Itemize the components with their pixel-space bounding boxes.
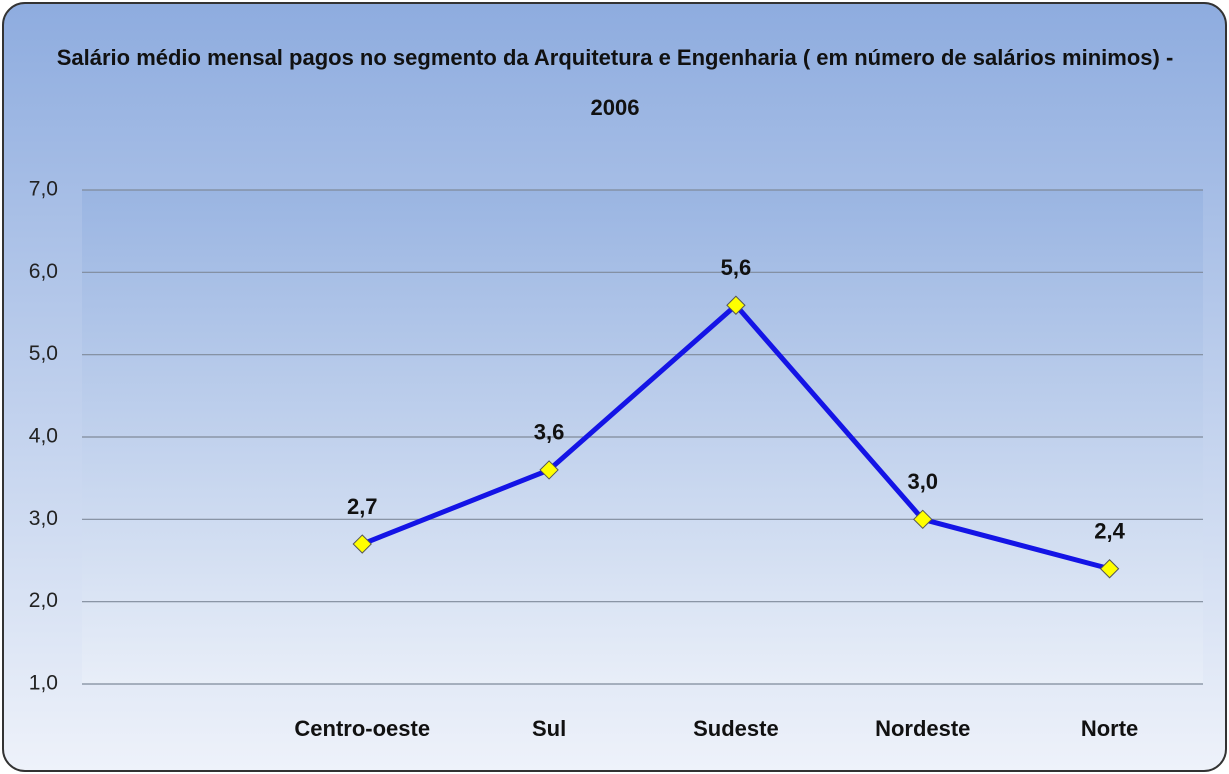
x-tick-label: Sudeste <box>693 716 779 741</box>
marker <box>1099 559 1120 579</box>
x-tick-label: Centro-oeste <box>294 716 430 741</box>
y-tick-label: 1,0 <box>29 672 58 695</box>
y-tick-label: 7,0 <box>29 178 58 201</box>
data-label: 3,0 <box>907 469 938 494</box>
x-tick-label: Nordeste <box>875 716 970 741</box>
data-label: 2,7 <box>347 494 378 519</box>
y-tick-label: 4,0 <box>29 425 58 448</box>
y-tick-label: 6,0 <box>29 260 58 283</box>
marker <box>726 295 746 315</box>
data-label: 2,4 <box>1094 519 1125 544</box>
x-tick-label: Sul <box>532 716 566 741</box>
marker <box>352 534 372 554</box>
marker <box>539 460 559 480</box>
marker <box>913 509 933 530</box>
y-tick-label: 5,0 <box>29 342 58 365</box>
data-label: 3,6 <box>534 420 565 445</box>
data-label: 5,6 <box>721 255 752 280</box>
x-tick-label: Norte <box>1081 716 1138 741</box>
chart-title: Salário médio mensal pagos no segmento d… <box>56 45 1174 120</box>
y-tick-label: 3,0 <box>29 507 58 530</box>
y-tick-label: 2,0 <box>29 589 58 612</box>
